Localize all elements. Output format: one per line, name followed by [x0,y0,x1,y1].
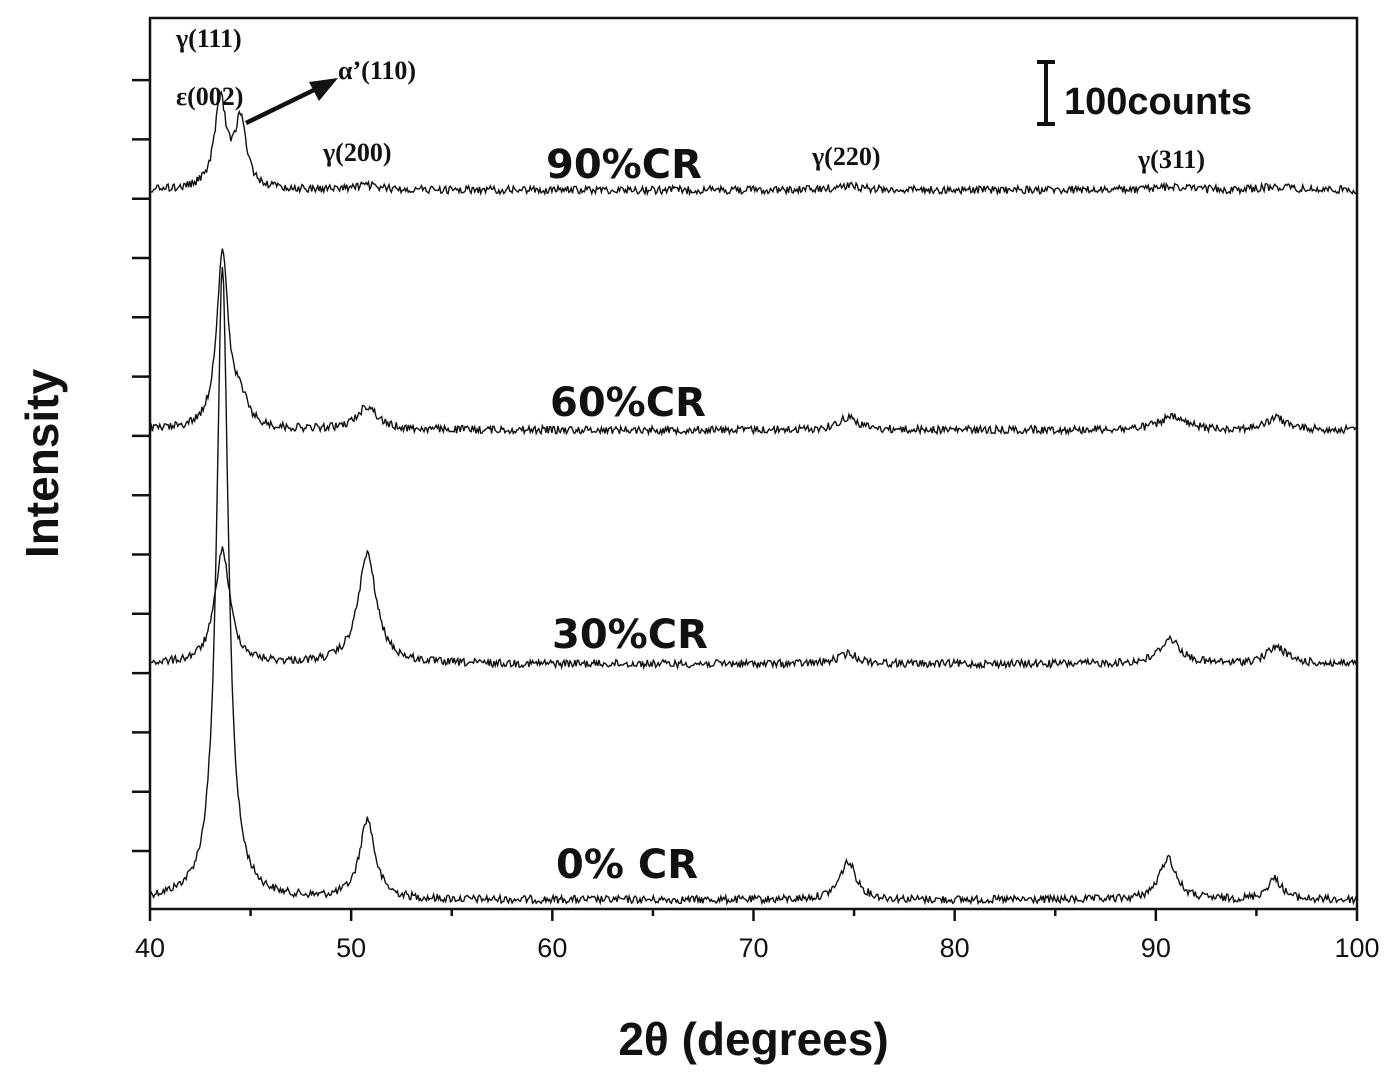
y-axis-title: Intensity [16,369,68,559]
y-axis-ticks [132,78,150,853]
series-label-2: 60%CR [550,380,706,426]
scale-bar-label: 100counts [1064,81,1252,123]
scale-bar: 100counts [1037,60,1252,126]
series-label-1: 30%CR [552,612,708,658]
plot-area: 40 50 60 70 80 90 100 [132,16,1380,963]
x-tick-label-2: 60 [537,933,567,963]
peak-label-gamma-220: γ(220) [811,142,880,171]
arrow-head [309,78,338,101]
peak-label-gamma-200: γ(200) [322,138,391,167]
peak-label-alpha-110: α’(110) [338,56,416,85]
traces [149,89,1358,906]
x-axis-ticks: 40 50 60 70 80 90 100 [135,909,1380,963]
series-label-3: 90%CR [546,142,702,188]
series-line-0 [149,266,1358,906]
peak-labels: γ(111) ε(002) α’(110) γ(200) γ(220) γ(31… [175,24,1205,174]
series-line-1 [149,546,1358,671]
x-tick-label-1: 50 [336,933,366,963]
peak-label-gamma-311: γ(311) [1137,145,1205,174]
x-tick-label-5: 90 [1141,933,1171,963]
peak-label-epsilon-002: ε(002) [176,82,243,111]
peak-label-gamma-111: γ(111) [175,24,242,53]
alpha-peak-arrow [245,78,338,126]
series-label-0: 0% CR [556,842,698,888]
x-axis-title: 2θ (degrees) [618,1013,888,1065]
x-tick-label-6: 100 [1334,933,1379,963]
series-line-3 [149,89,1358,197]
x-tick-label-4: 80 [940,933,970,963]
arrow-shaft [245,86,317,126]
series-line-2 [149,248,1358,437]
x-tick-label-0: 40 [135,933,165,963]
x-tick-label-3: 70 [738,933,768,963]
series-labels: 0% CR 30%CR 60%CR 90%CR [546,142,708,888]
